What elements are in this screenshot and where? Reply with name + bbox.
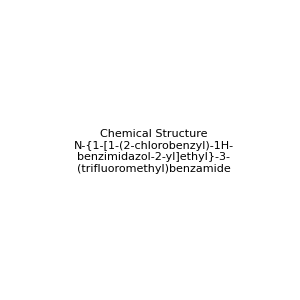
Text: Chemical Structure
N-{1-[1-(2-chlorobenzyl)-1H-
benzimidazol-2-yl]ethyl}-3-
(tri: Chemical Structure N-{1-[1-(2-chlorobenz… [74,129,234,174]
